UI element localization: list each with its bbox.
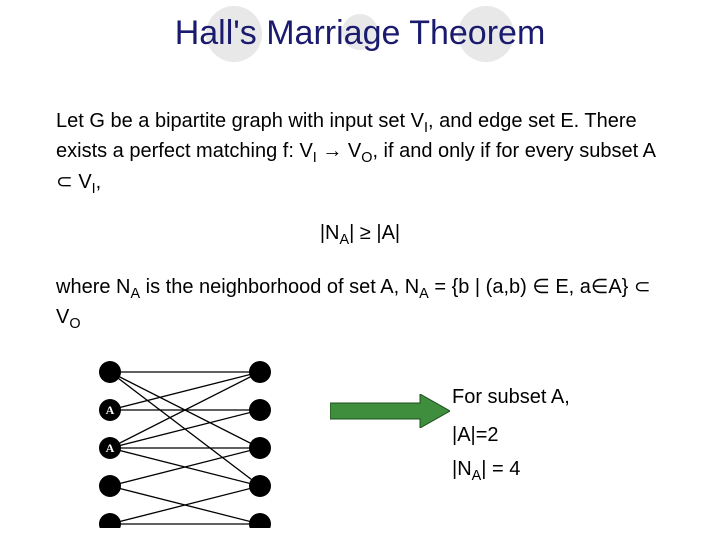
p2-sub: O (69, 316, 80, 332)
theorem-statement: Let G be a bipartite graph with input se… (56, 108, 666, 199)
ineq-seg: |N (320, 222, 340, 244)
p1-seg: → V (317, 140, 361, 162)
inequality: |NA| ≥ |A| (0, 222, 720, 248)
r3-seg: | = 4 (481, 458, 520, 480)
p2-sub: A (130, 286, 140, 302)
p1-seg: Let G be a bipartite graph with input se… (56, 110, 424, 132)
p1-seg: , (96, 171, 102, 193)
p1-sub: O (361, 150, 372, 166)
ineq-sub: A (340, 232, 350, 248)
example-line-3: |NA| = 4 (452, 458, 520, 484)
r3-seg: |N (452, 458, 472, 480)
r3-sub: A (472, 468, 482, 484)
neighborhood-definition: where NA is the neighborhood of set A, N… (56, 274, 666, 335)
svg-text:A: A (106, 441, 115, 455)
bipartite-graph: AA (90, 358, 290, 528)
page-title: Hall's Marriage Theorem (175, 14, 546, 53)
p2-seg: where N (56, 276, 130, 298)
p2-sub: A (419, 286, 429, 302)
ineq-seg: | ≥ |A| (349, 222, 400, 244)
example-line-2: |A|=2 (452, 424, 499, 447)
example-line-1: For subset A, (452, 386, 570, 409)
svg-text:A: A (106, 403, 115, 417)
arrow-icon (330, 394, 450, 428)
p2-seg: is the neighborhood of set A, N (140, 276, 419, 298)
